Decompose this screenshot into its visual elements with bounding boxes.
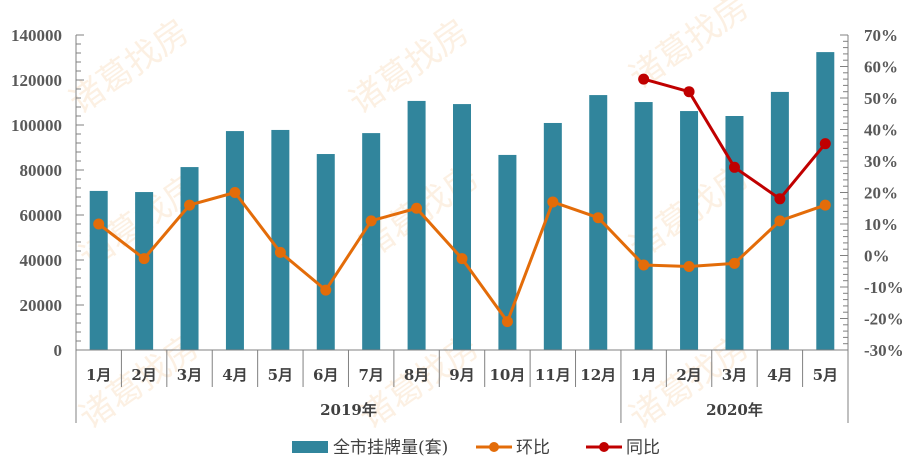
right-axis-tick-label: 50% (864, 89, 898, 108)
left-axis-tick-label: 20000 (20, 296, 63, 315)
bar (271, 129, 290, 350)
left-axis-tick-label: 120000 (11, 71, 62, 90)
line-marker (547, 196, 559, 208)
line-series-yoy (638, 73, 831, 205)
line-series-mom (93, 187, 831, 328)
x-axis-category-label: 7月 (358, 366, 383, 384)
line-marker (683, 261, 695, 273)
line-marker (93, 218, 105, 230)
x-axis-category-label: 1月 (86, 366, 111, 384)
bar (362, 133, 381, 350)
left-axis-tick-label: 80000 (20, 161, 63, 180)
bar (180, 167, 199, 350)
right-axis-tick-label: 0% (864, 247, 890, 266)
bar (407, 100, 426, 350)
x-axis-category-label: 6月 (313, 366, 338, 384)
x-axis-category-label: 5月 (813, 366, 838, 384)
right-axis-tick-label: -20% (864, 310, 904, 329)
right-axis-tick-label: -30% (864, 341, 904, 360)
left-axis-tick-label: 140000 (11, 26, 62, 45)
legend-label-listings: 全市挂牌量(套) (333, 438, 448, 458)
x-axis-category-label: 11月 (535, 366, 571, 384)
x-axis-category-label: 3月 (722, 366, 747, 384)
x-axis-group-label: 2019年 (320, 401, 377, 419)
bar (225, 131, 244, 350)
x-axis-category-label: 2月 (131, 366, 156, 384)
right-axis-tick-label: 40% (864, 121, 898, 140)
x-axis-category-label: 2月 (676, 366, 701, 384)
x-axis-group-label: 2020年 (706, 401, 763, 419)
legend-label-mom: 环比 (516, 438, 550, 458)
left-axis-tick-label: 40000 (20, 251, 63, 270)
right-axis-tick-label: 60% (864, 58, 898, 77)
line-marker (138, 253, 150, 265)
bar (135, 192, 154, 350)
bar (89, 190, 108, 350)
line-marker (638, 259, 650, 271)
bar-series-listings (89, 52, 835, 351)
x-axis-category-label: 4月 (222, 366, 247, 384)
line-marker (819, 138, 831, 150)
bar (725, 116, 744, 350)
line-marker (728, 257, 740, 269)
line-marker (728, 161, 740, 173)
line-marker (411, 202, 423, 214)
line-marker (320, 284, 332, 296)
left-axis-tick-label: 60000 (20, 206, 63, 225)
left-axis-tick-label: 100000 (11, 116, 62, 135)
right-axis-tick-label: 70% (864, 26, 898, 45)
line-marker (819, 199, 831, 211)
line-marker (365, 215, 377, 227)
x-axis: 1月 2月 3月 4月 5月 6月 7月 8月 9月 10月 11月 12月 1月 2月 3月 4月 5月 201… (75, 349, 849, 423)
x-axis-category-label: 9月 (449, 366, 474, 384)
x-axis-category-label: 3月 (177, 366, 202, 384)
legend-swatch-listings (292, 441, 328, 453)
right-y-axis: -30% -20% -10% 0% 10% 20% 30% 40% 50% 60% 70% (840, 26, 904, 360)
bar (543, 122, 562, 350)
line-marker (184, 199, 196, 211)
bar (453, 104, 471, 350)
bar (680, 111, 699, 350)
x-axis-category-label: 5月 (268, 366, 293, 384)
legend-marker-yoy (599, 442, 609, 452)
bar (498, 154, 517, 350)
left-axis-tick-label: 0 (54, 341, 63, 360)
legend: 全市挂牌量(套) 环比 同比 (292, 438, 660, 458)
line-marker (774, 193, 786, 205)
legend-label-yoy: 同比 (626, 438, 660, 458)
x-axis-category-label: 4月 (767, 366, 792, 384)
watermark-text: 诸葛找房 (62, 12, 196, 123)
right-axis-tick-label: 30% (864, 152, 898, 171)
line-marker (683, 86, 695, 98)
line-marker (774, 215, 786, 227)
x-axis-category-label: 10月 (489, 366, 525, 384)
right-axis-tick-label: 20% (864, 184, 898, 203)
line-marker (638, 73, 650, 85)
line-marker (501, 316, 513, 328)
x-axis-category-label: 1月 (631, 366, 656, 384)
line-marker (229, 187, 241, 198)
x-axis-category-label: 12月 (580, 366, 616, 384)
right-axis-tick-label: -10% (864, 278, 904, 297)
legend-marker-mom (489, 442, 499, 452)
line-marker (592, 212, 604, 224)
x-axis-category-label: 8月 (404, 366, 429, 384)
bar (316, 154, 335, 350)
bar (634, 102, 653, 350)
left-y-axis: 0 20000 40000 60000 80000 100000 120000 140000 (11, 26, 84, 360)
right-axis-tick-label: 10% (864, 215, 898, 234)
line-marker (456, 253, 468, 265)
line-marker (274, 246, 286, 258)
